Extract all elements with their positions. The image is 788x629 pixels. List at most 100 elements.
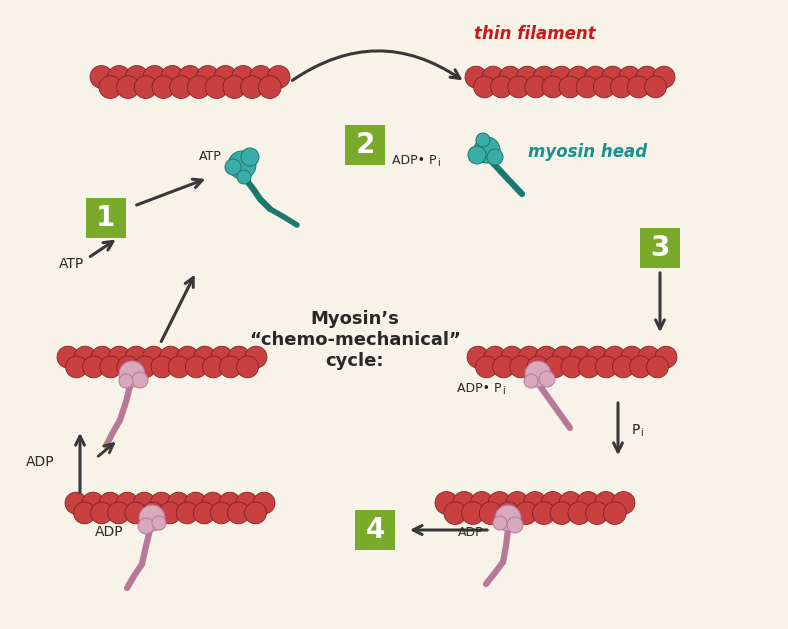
Circle shape (630, 356, 652, 378)
Circle shape (253, 492, 275, 514)
Circle shape (134, 75, 157, 99)
Text: P: P (632, 423, 641, 437)
Circle shape (177, 502, 198, 524)
Circle shape (91, 346, 113, 368)
Text: ADP• P: ADP• P (392, 153, 437, 167)
Circle shape (576, 76, 598, 98)
Circle shape (638, 346, 660, 368)
Circle shape (524, 374, 538, 388)
Circle shape (492, 356, 515, 378)
FancyBboxPatch shape (86, 198, 126, 238)
Circle shape (236, 492, 258, 514)
FancyBboxPatch shape (355, 510, 395, 550)
Circle shape (621, 346, 643, 368)
Circle shape (117, 75, 139, 99)
Circle shape (152, 516, 166, 530)
Circle shape (205, 75, 228, 99)
Circle shape (593, 76, 615, 98)
Circle shape (604, 502, 626, 525)
Text: 2: 2 (355, 131, 374, 159)
Text: ADP: ADP (459, 526, 484, 540)
Circle shape (90, 65, 113, 88)
Circle shape (188, 75, 210, 99)
Circle shape (462, 502, 485, 525)
Text: i: i (502, 386, 505, 396)
Circle shape (132, 372, 148, 388)
Circle shape (653, 66, 675, 88)
Circle shape (151, 356, 173, 378)
Circle shape (489, 491, 511, 515)
Circle shape (435, 491, 458, 515)
Circle shape (474, 137, 500, 163)
Circle shape (211, 346, 232, 368)
Text: i: i (437, 158, 440, 168)
Circle shape (497, 502, 520, 525)
Circle shape (258, 75, 281, 99)
Circle shape (594, 491, 617, 515)
Circle shape (495, 505, 521, 531)
Circle shape (467, 346, 489, 368)
Text: ATP: ATP (199, 150, 222, 162)
Circle shape (619, 66, 641, 88)
Text: ADP: ADP (26, 455, 55, 469)
Circle shape (228, 151, 256, 179)
Circle shape (612, 491, 635, 515)
Circle shape (567, 66, 589, 88)
Text: i: i (640, 428, 643, 438)
Circle shape (241, 148, 259, 166)
Circle shape (570, 346, 592, 368)
Circle shape (152, 75, 175, 99)
Circle shape (240, 75, 263, 99)
Circle shape (612, 356, 634, 378)
Circle shape (219, 492, 241, 514)
Circle shape (479, 502, 502, 525)
Text: 4: 4 (366, 516, 385, 544)
Circle shape (74, 346, 96, 368)
Circle shape (169, 75, 192, 99)
FancyBboxPatch shape (345, 125, 385, 165)
Circle shape (506, 491, 529, 515)
Circle shape (143, 346, 165, 368)
Circle shape (561, 356, 583, 378)
Text: thin filament: thin filament (474, 25, 596, 43)
Circle shape (232, 65, 255, 88)
Circle shape (645, 76, 667, 98)
Circle shape (108, 346, 130, 368)
Circle shape (125, 65, 148, 88)
Circle shape (578, 356, 600, 378)
Circle shape (487, 149, 503, 165)
Circle shape (185, 356, 207, 378)
Circle shape (647, 356, 668, 378)
Circle shape (475, 356, 497, 378)
Circle shape (568, 502, 591, 525)
Circle shape (519, 346, 541, 368)
Circle shape (507, 76, 530, 98)
Circle shape (476, 133, 490, 147)
Text: ADP• P: ADP• P (458, 382, 502, 394)
Circle shape (65, 492, 87, 514)
Circle shape (143, 65, 166, 88)
Circle shape (465, 66, 487, 88)
Circle shape (108, 502, 130, 524)
Circle shape (82, 492, 104, 514)
Circle shape (636, 66, 658, 88)
Circle shape (220, 356, 241, 378)
Text: Myosin’s
“chemo-mechanical”
cycle:: Myosin’s “chemo-mechanical” cycle: (249, 310, 461, 370)
Circle shape (98, 75, 121, 99)
Text: 1: 1 (96, 204, 116, 232)
Circle shape (168, 356, 190, 378)
Circle shape (202, 492, 224, 514)
Circle shape (99, 492, 121, 514)
Circle shape (100, 356, 121, 378)
Circle shape (541, 491, 564, 515)
Circle shape (453, 491, 475, 515)
Circle shape (527, 356, 548, 378)
Circle shape (542, 76, 564, 98)
Circle shape (119, 361, 145, 387)
Circle shape (65, 356, 87, 378)
Circle shape (535, 346, 557, 368)
Circle shape (177, 346, 199, 368)
Circle shape (267, 65, 290, 88)
Circle shape (587, 346, 608, 368)
Circle shape (125, 346, 147, 368)
